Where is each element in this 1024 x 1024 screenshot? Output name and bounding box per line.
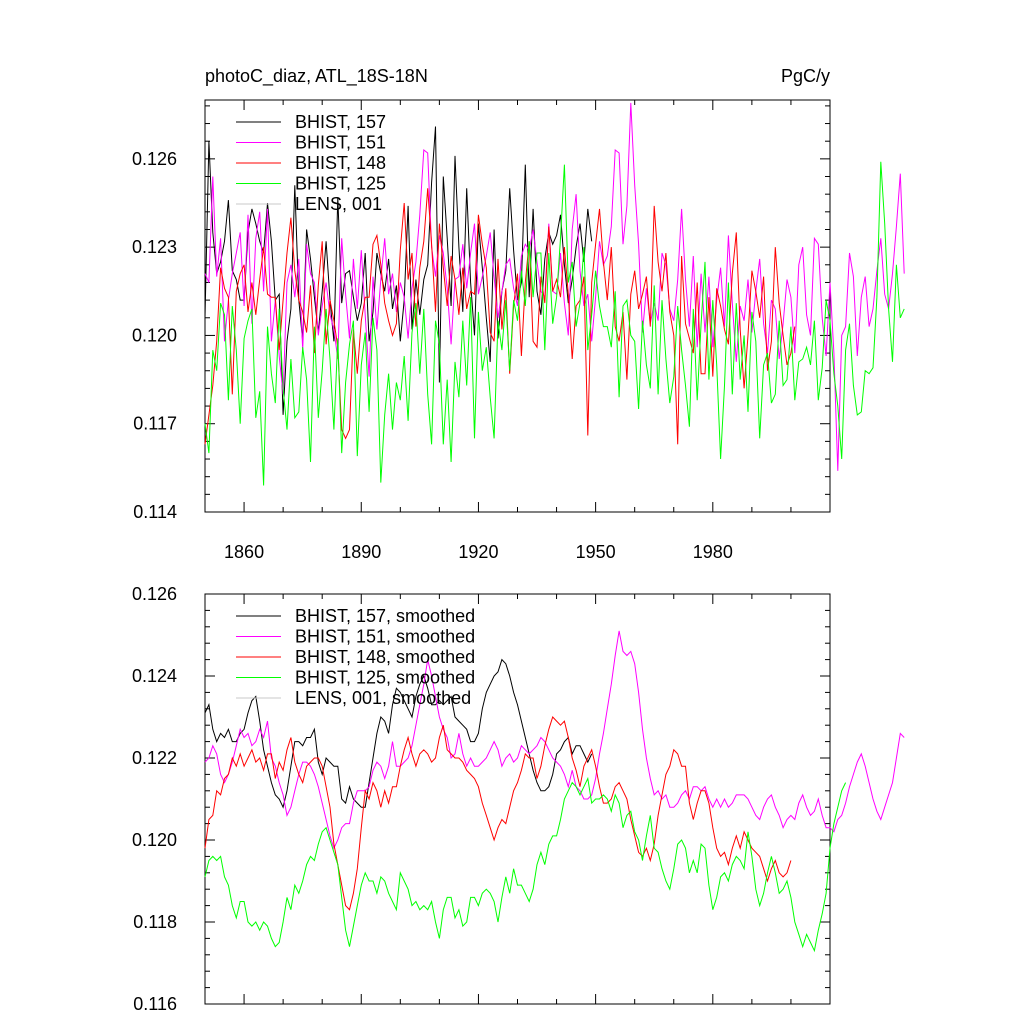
x-tick-label: 1890 — [341, 542, 381, 562]
series-line — [204, 658, 593, 809]
y-tick-label: 0.126 — [132, 584, 177, 604]
y-tick-label: 0.118 — [133, 912, 177, 932]
series-line — [204, 102, 905, 471]
y-tick-label: 0.126 — [132, 149, 177, 169]
y-tick-label: 0.120 — [132, 325, 177, 345]
legend-label: LENS, 001 — [295, 194, 382, 214]
y-tick-label: 0.116 — [133, 994, 177, 1014]
x-tick-label: 1980 — [693, 542, 733, 562]
legend-label: BHIST, 157 — [295, 112, 386, 132]
y-tick-label: 0.122 — [132, 748, 177, 768]
legend-label: BHIST, 157, smoothed — [295, 606, 475, 626]
top-panel-units: PgC/y — [781, 66, 830, 86]
bottom-series-lines — [204, 630, 905, 953]
y-tick-label: 0.123 — [132, 237, 177, 257]
bottom-panel: 0.116 0.118 0.120 0.122 0.124 0.126 BHIST, 15… — [132, 584, 905, 1014]
legend-label: BHIST, 148, smoothed — [295, 647, 475, 667]
x-tick-label: 1950 — [576, 542, 616, 562]
top-axis-ticks: 1860 1890 1920 1950 1980 0.114 0.117 0.120 0.123… — [132, 100, 831, 562]
y-tick-label: 0.117 — [133, 414, 177, 434]
y-tick-label: 0.124 — [132, 666, 177, 686]
y-tick-label: 0.114 — [133, 502, 177, 522]
legend-label: BHIST, 151, smoothed — [295, 627, 475, 647]
series-line — [204, 126, 593, 415]
legend-label: BHIST, 125 — [295, 174, 386, 194]
series-line — [204, 188, 796, 445]
bottom-axis-ticks: 0.116 0.118 0.120 0.122 0.124 0.126 — [132, 584, 831, 1014]
series-line — [204, 776, 847, 953]
x-tick-label: 1920 — [458, 542, 498, 562]
legend-label: BHIST, 151 — [295, 133, 386, 153]
y-tick-label: 0.120 — [132, 830, 177, 850]
legend-label: BHIST, 148 — [295, 153, 386, 173]
series-line — [204, 630, 905, 850]
series-line — [204, 161, 905, 486]
x-tick-label: 1860 — [224, 542, 264, 562]
top-panel: photoC_diaz, ATL_18S-18N PgC/y 1860 1890 1… — [132, 66, 905, 562]
top-series-lines — [204, 102, 905, 486]
series-line — [204, 716, 792, 911]
legend-label: BHIST, 125, smoothed — [295, 668, 475, 688]
top-panel-title: photoC_diaz, ATL_18S-18N — [205, 66, 428, 87]
legend-label: LENS, 001, smoothed — [295, 688, 471, 708]
